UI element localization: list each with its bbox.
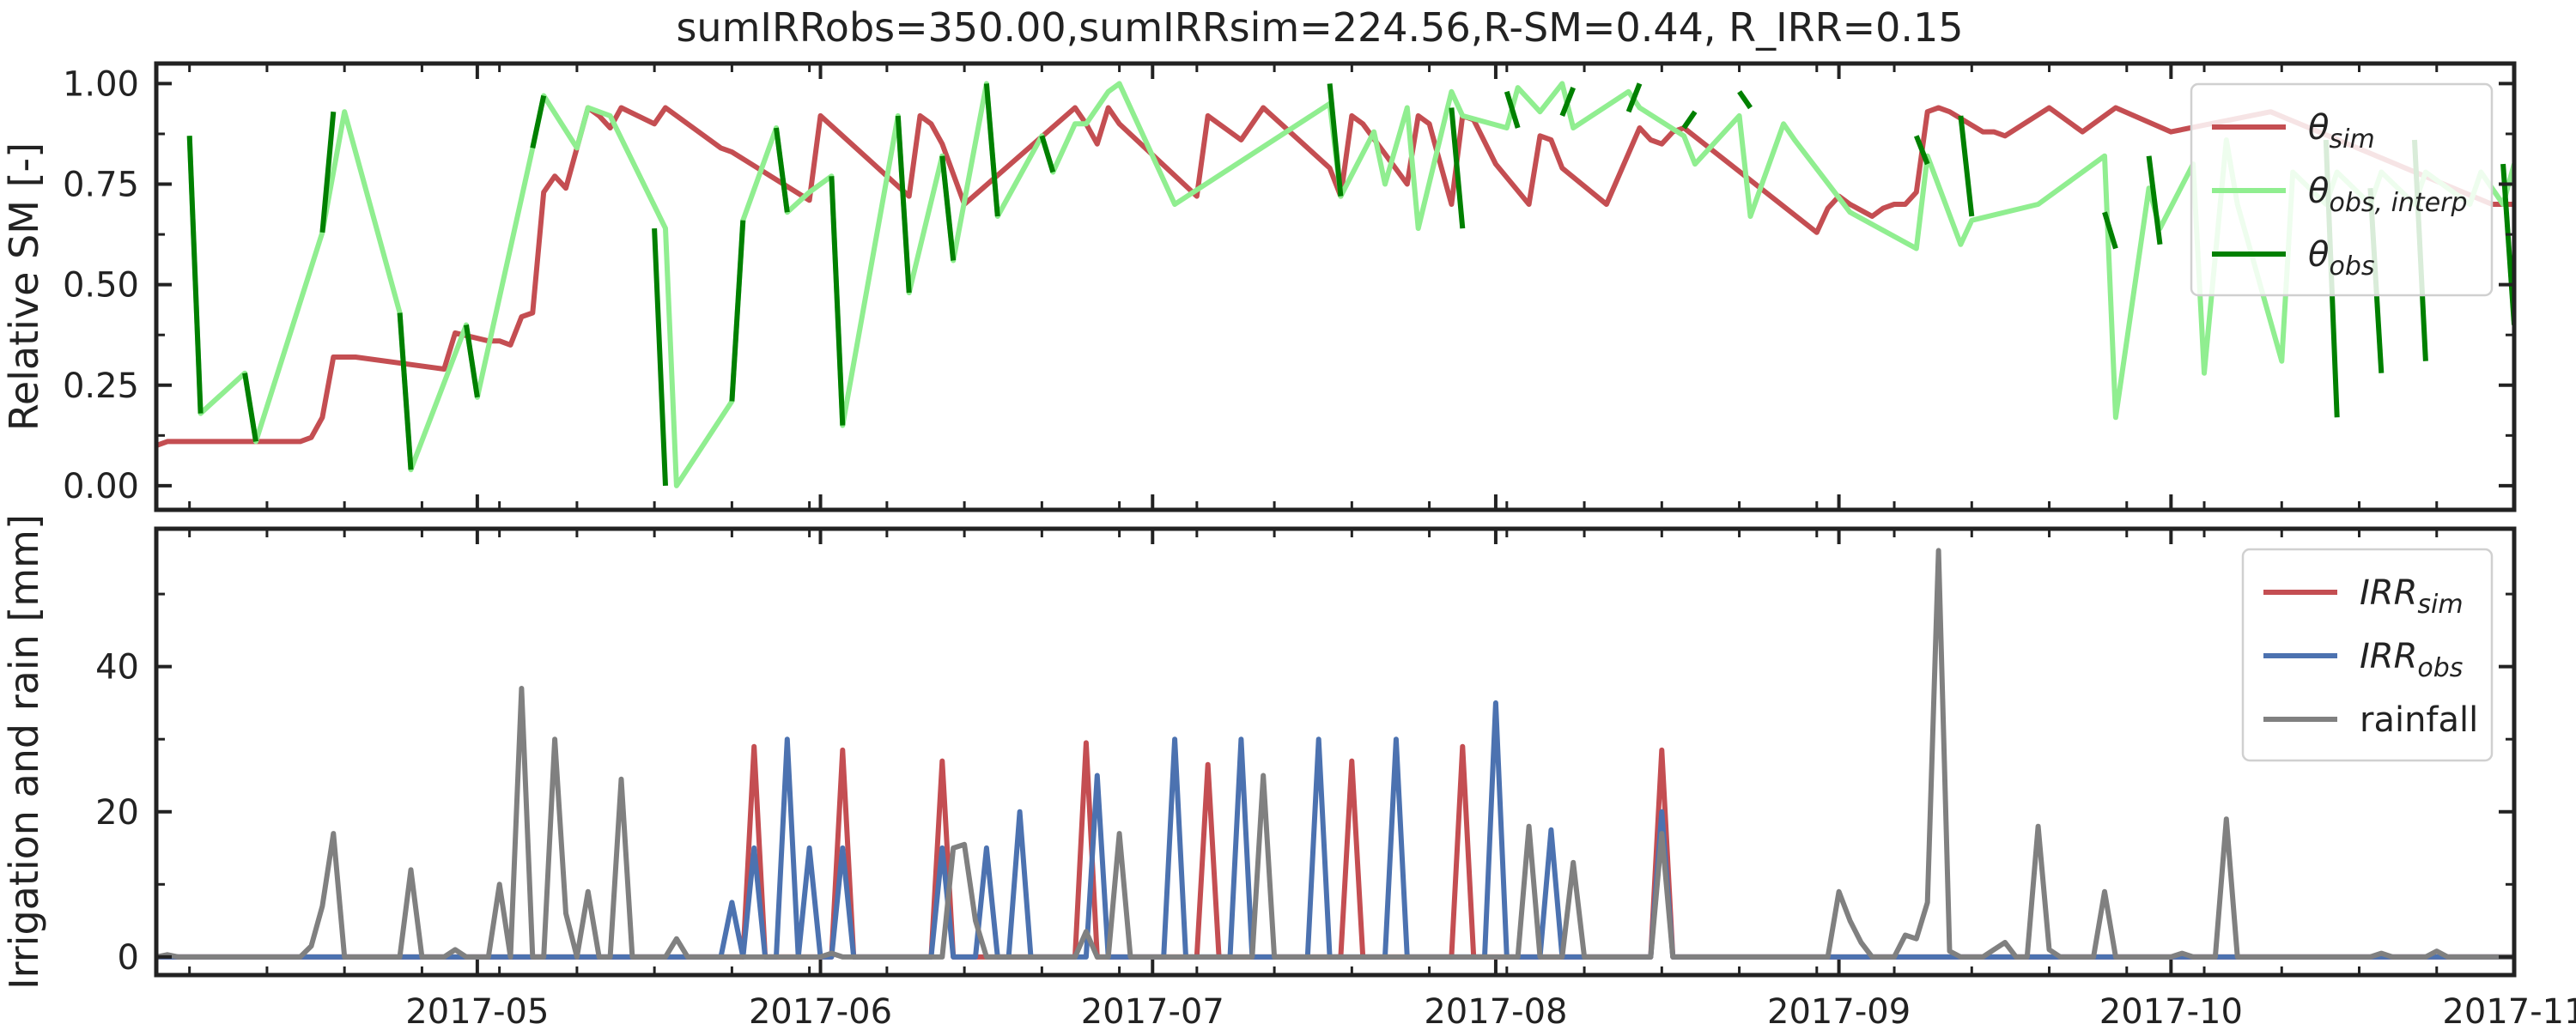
legend-label: θsim xyxy=(2308,108,2375,154)
plot-area xyxy=(156,548,2514,960)
series-obs-segment xyxy=(1327,83,1344,197)
series-line-obs-interp xyxy=(186,81,2514,488)
series-obs-segment xyxy=(939,155,957,261)
series-obs-segment xyxy=(1504,90,1521,129)
legend-label: θobs xyxy=(2308,235,2375,282)
series-obs-segment xyxy=(464,324,480,398)
legend-box xyxy=(2241,548,2494,762)
x-tick-label: 2017-09 xyxy=(1767,992,1911,1030)
series-obs-segment xyxy=(729,220,746,402)
legend-label-sub: obs xyxy=(2417,653,2463,683)
panel-2: 0 20 40 2017-05 2017-06 2017-07 2017-08 2017-09… xyxy=(1,514,2576,1030)
series-obs-segment xyxy=(186,136,204,414)
series-obs-segment xyxy=(2102,211,2118,250)
y-tick-label: 0.25 xyxy=(63,367,139,406)
series-obs-segment xyxy=(1914,135,1930,166)
series-obs-segment xyxy=(2146,155,2163,245)
legend-label-main: θ xyxy=(2308,172,2329,211)
series-obs-segment xyxy=(652,227,668,487)
series-obs-segment xyxy=(319,111,337,233)
series-obs-segment xyxy=(242,373,258,442)
legend-box xyxy=(2190,82,2494,297)
legend-label-main: IRR xyxy=(2360,573,2417,613)
series-obs-segment xyxy=(1681,110,1698,130)
series-obs-segment xyxy=(983,83,1000,217)
plot-area xyxy=(156,81,2514,488)
legend-label-sub: obs, interp xyxy=(2329,188,2467,218)
series-obs-segment xyxy=(1449,107,1466,229)
y-axis-label: Irrigation and rain [mm] xyxy=(1,514,47,990)
series-line-rainfall xyxy=(156,548,2514,960)
legend-label: rainfall xyxy=(2360,700,2478,740)
series-obs-segment xyxy=(1039,135,1056,173)
x-tick-label: 2017-06 xyxy=(749,992,892,1030)
series-obs-segment xyxy=(774,127,790,213)
legend-label-main: θ xyxy=(2308,235,2329,275)
series-obs-segment xyxy=(1625,82,1643,113)
x-tick-label: 2017-08 xyxy=(1424,992,1567,1030)
series-line-sim xyxy=(156,105,2514,448)
legend-label: IRRobs xyxy=(2360,637,2463,683)
series-obs-segment xyxy=(1958,115,1975,217)
legend-label-sub: sim xyxy=(2417,590,2463,620)
x-tick-label: 2017-11 xyxy=(2442,992,2576,1030)
legend-label-main: θ xyxy=(2308,108,2329,148)
series-obs-segment xyxy=(530,94,547,149)
legend-label: IRRsim xyxy=(2360,573,2464,620)
series-obs-segment xyxy=(829,176,846,426)
axes-frame xyxy=(154,61,2517,512)
y-axis-label: Relative SM [-] xyxy=(1,142,47,431)
chart-title: sumIRRobs=350.00,sumIRRsim=224.56,R-SM=0… xyxy=(676,4,1963,51)
legend-label-main: rainfall xyxy=(2360,700,2478,740)
legend-label-sub: sim xyxy=(2329,124,2374,154)
axes-frame xyxy=(154,526,2517,978)
x-tick-label: 2017-05 xyxy=(405,992,549,1030)
legend-label: θobs, interp xyxy=(2308,172,2468,218)
y-tick-label: 0 xyxy=(118,938,139,978)
y-tick-label: 40 xyxy=(95,648,139,688)
y-tick-label: 0.50 xyxy=(63,266,139,306)
x-tick-label: 2017-07 xyxy=(1081,992,1224,1030)
series-obs-segment xyxy=(397,312,414,470)
y-tick-label: 0.75 xyxy=(63,166,139,205)
y-tick-label: 1.00 xyxy=(63,64,139,104)
legend-label-sub: obs xyxy=(2329,251,2374,282)
x-tick-label: 2017-10 xyxy=(2099,992,2243,1030)
y-tick-label: 0.00 xyxy=(63,467,139,506)
series-obs-segment xyxy=(1559,87,1576,117)
series-obs-segment xyxy=(895,115,912,294)
y-tick-label: 20 xyxy=(95,793,139,833)
legend-label-main: IRR xyxy=(2360,637,2417,676)
series-obs-segment xyxy=(1737,90,1753,110)
